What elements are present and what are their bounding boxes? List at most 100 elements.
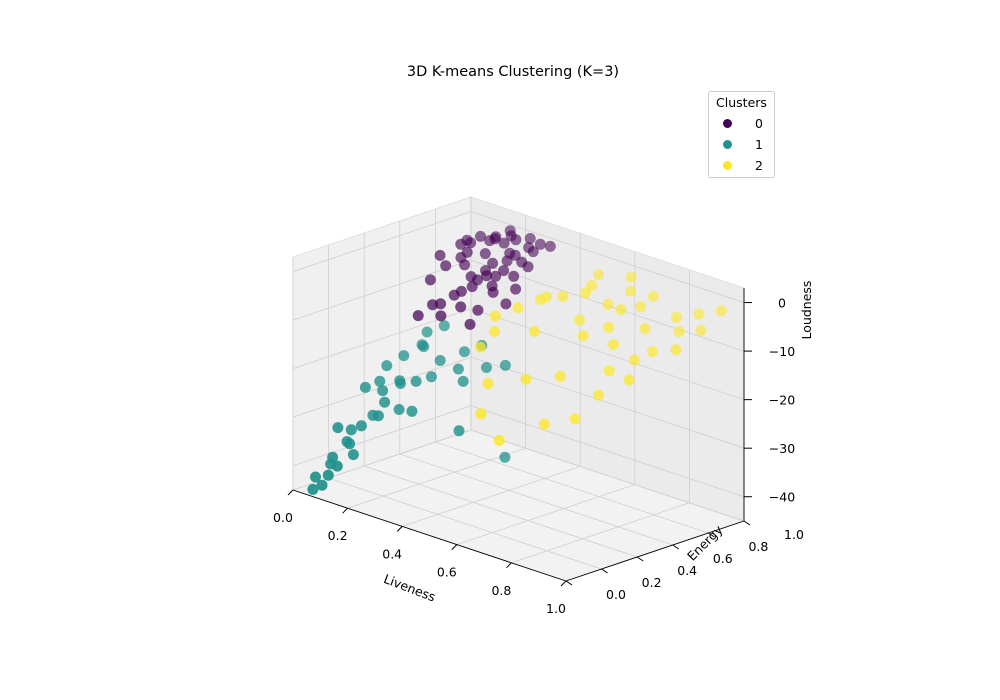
data-point-cluster-2 <box>639 323 651 334</box>
data-point-cluster-0 <box>500 298 512 310</box>
x-tick-label: 0.6 <box>437 565 457 580</box>
legend-item-2: 2 <box>723 156 763 174</box>
legend-marker-0 <box>723 118 732 128</box>
data-point-cluster-1 <box>499 451 511 463</box>
data-point-cluster-0 <box>427 299 439 311</box>
x-tick-label: 0.4 <box>382 546 402 561</box>
data-point-cluster-0 <box>516 256 528 268</box>
data-point-cluster-1 <box>359 381 371 393</box>
data-point-cluster-1 <box>347 449 359 461</box>
z-tick-label: −40 <box>769 490 795 505</box>
data-point-cluster-2 <box>602 298 614 310</box>
y-tick-label: 0.2 <box>642 575 662 590</box>
data-point-cluster-2 <box>670 344 682 356</box>
data-point-cluster-2 <box>482 378 494 389</box>
data-point-cluster-1 <box>438 320 450 332</box>
data-point-cluster-2 <box>715 305 727 317</box>
data-point-cluster-2 <box>574 314 585 326</box>
data-point-cluster-1 <box>341 436 353 448</box>
data-point-cluster-1 <box>499 359 511 371</box>
data-point-cluster-0 <box>510 234 522 246</box>
y-tick-label: 1.0 <box>784 527 804 542</box>
legend-marker-1 <box>723 139 732 149</box>
data-point-cluster-0 <box>459 259 471 271</box>
data-point-cluster-2 <box>512 302 524 314</box>
data-point-cluster-1 <box>316 479 328 491</box>
data-point-cluster-0 <box>479 248 491 260</box>
data-point-cluster-0 <box>464 318 476 330</box>
z-gridline <box>292 308 745 401</box>
data-point-cluster-1 <box>416 339 428 351</box>
data-point-cluster-2 <box>646 346 658 357</box>
x-tick-mark <box>287 489 294 496</box>
data-point-cluster-1 <box>410 375 422 387</box>
z-gridline <box>292 259 745 352</box>
legend-label-2: 2 <box>755 157 763 173</box>
data-point-cluster-2 <box>695 324 707 336</box>
data-point-cluster-1 <box>452 363 464 375</box>
data-point-cluster-2 <box>580 287 591 299</box>
data-point-cluster-0 <box>412 310 424 322</box>
data-point-cluster-0 <box>544 240 556 252</box>
data-point-cluster-0 <box>510 283 522 295</box>
y-tick-mark <box>708 532 715 538</box>
x-axis-line <box>292 489 567 582</box>
data-point-cluster-2 <box>557 290 569 302</box>
legend-marker-2 <box>723 160 732 170</box>
data-point-cluster-2 <box>520 373 532 385</box>
x-tick-label: 0.8 <box>491 583 511 598</box>
data-point-cluster-1 <box>327 451 339 463</box>
z-tick-label: −20 <box>769 393 795 408</box>
data-point-cluster-2 <box>554 370 566 382</box>
data-point-cluster-2 <box>603 321 615 333</box>
data-point-cluster-0 <box>448 289 460 301</box>
data-point-cluster-2 <box>489 310 501 322</box>
data-point-cluster-2 <box>489 325 501 337</box>
data-point-cluster-1 <box>381 360 393 372</box>
data-point-cluster-0 <box>509 249 521 261</box>
data-point-cluster-0 <box>508 270 520 282</box>
y-tick-label: 0.8 <box>748 539 768 554</box>
data-point-cluster-1 <box>425 371 437 383</box>
data-point-cluster-0 <box>527 246 539 258</box>
data-point-cluster-2 <box>693 308 705 320</box>
data-point-cluster-2 <box>670 311 682 323</box>
data-point-cluster-1 <box>481 362 492 373</box>
legend-label-1: 1 <box>755 136 763 152</box>
x-tick-mark <box>396 526 403 532</box>
data-point-cluster-1 <box>434 355 446 366</box>
chart-title: 3D K-means Clustering (K=3) <box>407 64 619 80</box>
y-tick-mark <box>601 568 608 574</box>
data-point-cluster-0 <box>455 301 467 313</box>
data-point-cluster-2 <box>615 304 627 316</box>
y-tick-mark <box>636 556 644 562</box>
data-point-cluster-0 <box>472 304 484 316</box>
x-tick-label: 0.2 <box>328 528 348 543</box>
data-point-cluster-0 <box>434 249 446 261</box>
data-point-cluster-1 <box>310 471 321 483</box>
data-point-cluster-2 <box>535 294 546 306</box>
data-point-cluster-0 <box>465 237 477 249</box>
data-point-cluster-0 <box>501 255 513 267</box>
data-point-cluster-0 <box>435 298 447 310</box>
legend-title: Clusters <box>716 95 767 110</box>
x-tick-mark <box>560 580 567 587</box>
z-axis-label: Loudness <box>799 281 814 340</box>
data-point-cluster-2 <box>623 374 635 386</box>
data-point-cluster-0 <box>524 233 536 244</box>
y-tick-label: 0.6 <box>713 551 733 566</box>
z-tick-label: 0 <box>778 296 786 311</box>
data-point-cluster-1 <box>379 396 391 408</box>
axes-panes <box>291 196 746 582</box>
data-point-cluster-2 <box>493 434 505 446</box>
data-point-cluster-2 <box>608 339 619 350</box>
z-tick-label: −30 <box>769 441 795 456</box>
data-point-cluster-1 <box>459 346 470 358</box>
data-point-cluster-0 <box>475 230 486 242</box>
data-point-cluster-0 <box>498 265 510 277</box>
data-point-cluster-1 <box>421 326 433 338</box>
data-point-cluster-0 <box>484 235 496 247</box>
z-gridline <box>292 211 745 303</box>
data-point-cluster-1 <box>453 425 465 437</box>
data-point-cluster-2 <box>528 325 540 337</box>
